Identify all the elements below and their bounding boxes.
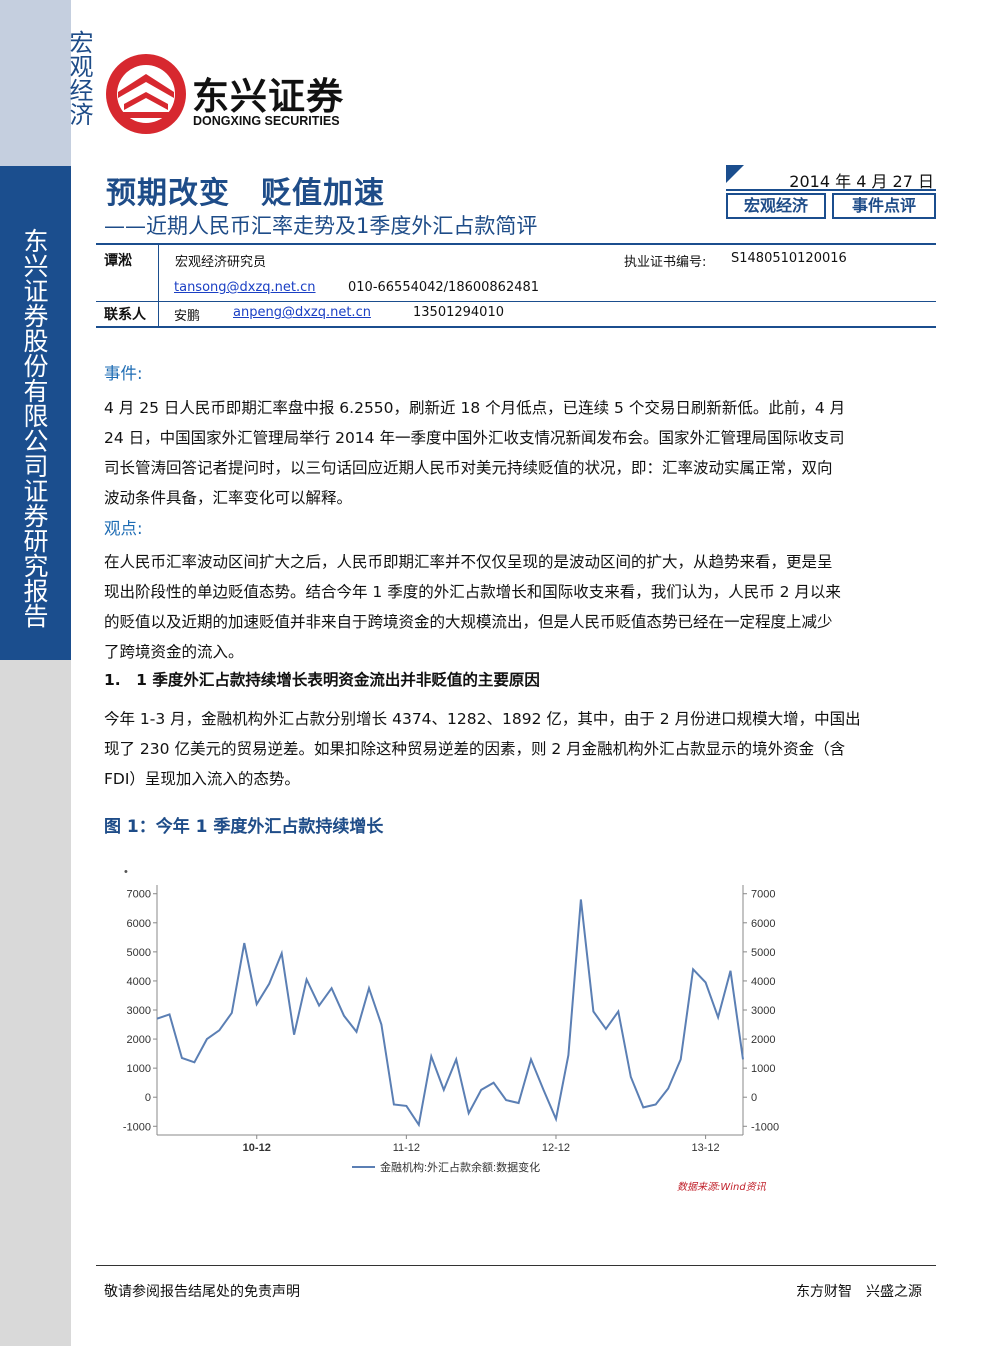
analyst-phone: 010-66554042/18600862481	[348, 280, 540, 295]
y-tick-label-right: 5000	[751, 947, 775, 959]
sidebar-category-band: 宏观经济	[0, 0, 93, 166]
corner-triangle-icon	[726, 165, 744, 183]
contact-label: 联系人	[104, 307, 146, 323]
sidebar-filler	[0, 660, 71, 1346]
view-paragraph: 在人民币汇率波动区间扩大之后，人民币即期汇率并不仅仅呈现的是波动区间的扩大，从趋…	[104, 547, 934, 667]
contact-phone: 13501294010	[413, 305, 504, 320]
analyst-title: 宏观经济研究员	[175, 255, 267, 270]
author-table	[96, 243, 936, 328]
contact-email-link[interactable]: anpeng@dxzq.net.cn	[233, 305, 371, 320]
paragraph-line: FDI）呈现加入流入的态势。	[104, 770, 300, 788]
data-source: 数据来源:Wind资讯	[677, 1182, 766, 1193]
event-paragraph: 4 月 25 日人民币即期汇率盘中报 6.2550，刷新近 18 个月低点，已连…	[104, 393, 934, 513]
chart-svg: • -1000 0 1000 2000 3000 4000 5000 6000 7000 -10…	[123, 866, 779, 1174]
y-tick-label-left: -1000	[123, 1121, 151, 1133]
y-tick-label-left: 3000	[127, 1005, 151, 1017]
tag-event-review: 事件点评	[832, 193, 936, 219]
y-tick-label-right: 0	[751, 1092, 757, 1104]
paragraph-line: 现了 230 亿美元的贸易逆差。如果扣除这种贸易逆差的因素，则 2 月金融机构外…	[104, 740, 846, 758]
report-subtitle: ——近期人民币汇率走势及1季度外汇占款简评	[104, 214, 538, 238]
section-heading: 1. 1 季度外汇占款持续增长表明资金流出并非贬值的主要原因	[104, 671, 540, 689]
report-title: 预期改变 贬值加速	[106, 176, 385, 211]
x-tick-label: 13-12	[692, 1142, 720, 1154]
footer-slogan: 东方财智 兴盛之源	[796, 1284, 922, 1300]
y-tick-label-right: 3000	[751, 1005, 775, 1017]
series-line	[156, 899, 744, 1128]
axis-marker: •	[124, 866, 128, 878]
footer-disclaimer: 敬请参阅报告结尾处的免责声明	[104, 1284, 300, 1300]
paragraph-line: 在人民币汇率波动区间扩大之后，人民币即期汇率并不仅仅呈现的是波动区间的扩大，从趋…	[104, 553, 833, 571]
tag-macro: 宏观经济	[726, 193, 826, 219]
paragraph-line: 了跨境资金的流入。	[104, 643, 244, 661]
y-tick-label-left: 0	[145, 1092, 151, 1104]
view-heading: 观点:	[104, 519, 143, 538]
x-tick-label: 10-12	[243, 1142, 271, 1154]
y-tick-label-left: 4000	[127, 976, 151, 988]
y-tick-label-left: 2000	[127, 1034, 151, 1046]
contact-name: 安鹏	[174, 309, 201, 324]
sidebar-category: 宏观经济	[65, 30, 93, 126]
figure-title: 图 1：今年 1 季度外汇占款持续增长	[104, 817, 384, 837]
y-tick-label-right: -1000	[751, 1121, 779, 1133]
paragraph-line: 的贬值以及近期的加速贬值并非来自于跨境资金的大规模流出，但是人民币贬值态势已经在…	[104, 613, 833, 631]
footer-divider	[96, 1265, 936, 1266]
table-divider	[96, 301, 936, 302]
paragraph-line: 司长管涛回答记者提问时，以三句话回应近期人民币对美元持续贬值的状况，即：汇率波动…	[104, 459, 833, 477]
y-tick-label-right: 2000	[751, 1034, 775, 1046]
y-tick-label-right: 1000	[751, 1063, 775, 1075]
paragraph-line: 4 月 25 日人民币即期汇率盘中报 6.2550，刷新近 18 个月低点，已连…	[104, 399, 846, 417]
y-tick-label-left: 6000	[127, 918, 151, 930]
company-logo-icon	[104, 52, 188, 140]
date-box: 2014 年 4 月 27 日	[726, 165, 936, 191]
analyst-name: 谭淞	[104, 253, 132, 269]
event-heading: 事件:	[104, 364, 143, 383]
x-tick-label: 12-12	[542, 1142, 570, 1154]
license-number: S1480510120016	[731, 251, 847, 266]
paragraph-line: 波动条件具备，汇率变化可以解释。	[104, 489, 353, 507]
chart-legend: 金融机构:外汇占款余额:数据变化	[352, 1160, 540, 1174]
sidebar-company-band: 东兴证券股份有限公司证券研究报告	[0, 166, 71, 660]
y-tick-label-right: 6000	[751, 918, 775, 930]
y-tick-label-left: 1000	[127, 1063, 151, 1075]
paragraph-line: 现出阶段性的单边贬值态势。结合今年 1 季度的外汇占款增长和国际收支来看，我们认…	[104, 583, 841, 601]
table-divider	[158, 245, 159, 326]
logo-name-en: DONGXING SECURITIES	[193, 114, 340, 128]
x-tick-label: 11-12	[393, 1142, 420, 1154]
y-tick-label-left: 7000	[127, 889, 151, 901]
y-tick-label-left: 5000	[127, 947, 151, 959]
paragraph-line: 24 日，中国国家外汇管理局举行 2014 年一季度中国外汇收支情况新闻发布会。…	[104, 429, 845, 447]
logo-name-cn: 东兴证券	[192, 75, 344, 118]
line-chart: • -1000 0 1000 2000 3000 4000 5000 6000 7000 -10…	[100, 855, 800, 1189]
legend-label: 金融机构:外汇占款余额:数据变化	[380, 1160, 540, 1174]
paragraph-line: 今年 1-3 月，金融机构外汇占款分别增长 4374、1282、1892 亿，其…	[104, 710, 861, 728]
report-date: 2014 年 4 月 27 日	[789, 172, 934, 191]
y-tick-label-right: 4000	[751, 976, 775, 988]
section1-paragraph: 今年 1-3 月，金融机构外汇占款分别增长 4374、1282、1892 亿，其…	[104, 704, 934, 794]
license-label: 执业证书编号:	[624, 255, 707, 270]
analyst-email-link[interactable]: tansong@dxzq.net.cn	[174, 280, 316, 295]
sidebar-company: 东兴证券股份有限公司证券研究报告	[20, 228, 49, 628]
y-tick-label-right: 7000	[751, 889, 775, 901]
